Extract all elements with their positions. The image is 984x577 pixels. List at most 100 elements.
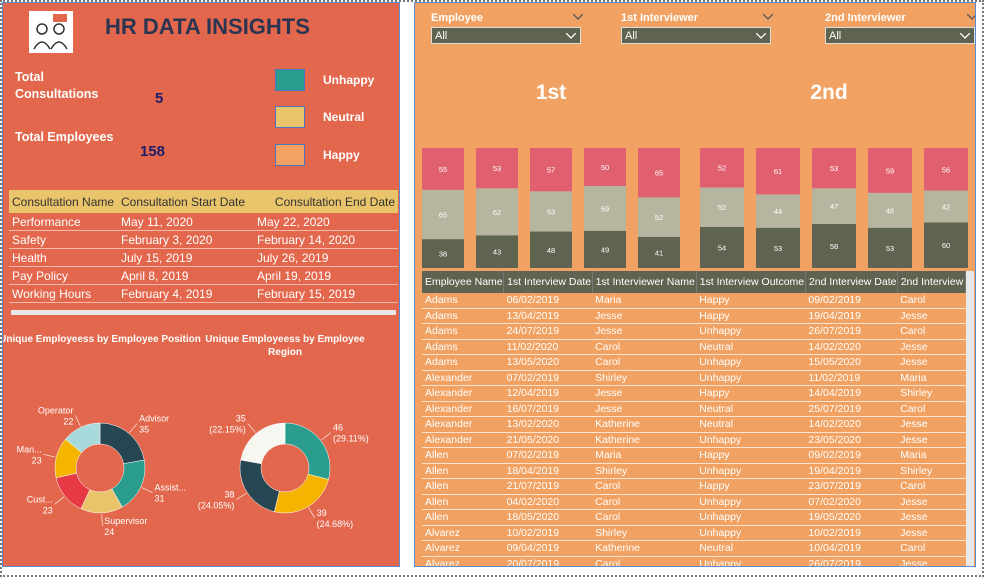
column-header[interactable]: 2nd Interview Date xyxy=(805,271,898,293)
data-label: 52 xyxy=(718,203,726,212)
table-cell: Unhappy xyxy=(696,370,806,386)
leader-line xyxy=(141,487,153,493)
filter-label: 1st Interviewer xyxy=(621,12,699,24)
slice-value: 46 xyxy=(333,423,343,433)
bar-segment xyxy=(638,148,680,198)
table-cell: Unhappy xyxy=(696,463,806,479)
table-cell: Jesse xyxy=(592,323,697,340)
bar-segment xyxy=(868,148,912,193)
employee-table-wrap: Employee Name 1st Interview Date 1st Inter… xyxy=(422,271,966,566)
column-header[interactable]: Consultation End Date xyxy=(254,190,398,213)
table-cell: Alexander xyxy=(422,385,504,402)
table-row: Working Hours February 4, 2019 February 15… xyxy=(9,284,398,303)
legend-label: Happy xyxy=(323,148,360,162)
slice-label: Assist... xyxy=(155,483,187,493)
table-row: Adams 13/04/2019 Jesse Happy 19/04/2019 Jesse xyxy=(422,308,966,324)
table-cell: 11/02/2020 xyxy=(503,339,593,355)
data-label: 43 xyxy=(493,248,501,257)
dropdown-value: All xyxy=(829,30,842,42)
bar-segment xyxy=(700,187,744,227)
data-label: 52 xyxy=(718,164,726,173)
slice-value: 38 xyxy=(224,490,234,500)
leader-line xyxy=(129,423,138,433)
scrollbar[interactable] xyxy=(966,271,974,566)
column-header[interactable]: 1st Interview Outcome xyxy=(696,271,806,293)
icon xyxy=(29,11,73,53)
table-cell: Alexander xyxy=(422,416,504,433)
table-cell: Happy xyxy=(696,447,806,464)
table-cell: Carol xyxy=(897,293,966,309)
table-cell: Jesse xyxy=(592,385,697,402)
table-cell: Adams xyxy=(422,293,504,309)
leader-line xyxy=(75,415,81,427)
table-cell: Jesse xyxy=(897,494,966,510)
slice-label: Operator xyxy=(38,405,74,415)
table-cell: Allen xyxy=(422,494,504,510)
table-row: Allen 07/02/2019 Maria Happy 09/02/2019 Maria xyxy=(422,447,966,464)
data-label: 53 xyxy=(886,244,894,253)
table-cell: Allen xyxy=(422,463,504,479)
header-row: Consultation Name Consultation Start Date… xyxy=(9,190,398,213)
dropdown[interactable]: All xyxy=(431,27,581,44)
bar-segment xyxy=(700,226,744,268)
kpi-label: Total Employees xyxy=(15,130,114,144)
column-header[interactable]: Consultation Name xyxy=(9,190,118,213)
column-header[interactable]: 1st Interviewer Name xyxy=(592,271,697,293)
data-label: 55 xyxy=(439,165,447,174)
dropdown[interactable]: All xyxy=(621,27,771,44)
data-label: 49 xyxy=(601,245,609,254)
chevron xyxy=(566,33,576,39)
table-row: Pay Policy April 8, 2019 April 19, 2019 xyxy=(9,266,398,285)
bar-segment xyxy=(700,148,744,188)
data-label: 53 xyxy=(774,244,782,253)
table-cell: 26/07/2019 xyxy=(805,323,898,340)
table-row: Performance May 11, 2020 May 22, 2020 xyxy=(9,213,398,231)
table-row: Alexander 21/05/2020 Katherine Unhappy 23/05… xyxy=(422,432,966,448)
bar-segment xyxy=(756,194,800,228)
column-header[interactable]: Consultation Start Date xyxy=(118,190,254,213)
table-cell: 10/02/2019 xyxy=(503,525,593,541)
column-header[interactable]: 1st Interview Date xyxy=(503,271,593,293)
data-label: 60 xyxy=(942,241,950,250)
table-cell: February 14, 2020 xyxy=(254,230,398,249)
column-header[interactable]: 2nd Interview xyxy=(897,271,966,293)
table-cell: 10/02/2019 xyxy=(805,525,898,541)
slice-label: Man... xyxy=(17,444,42,454)
bar-segment xyxy=(530,231,572,268)
donut-slice xyxy=(65,422,101,453)
table-cell: Maria xyxy=(592,293,697,309)
data-label: 41 xyxy=(655,248,663,257)
table-cell: 04/02/2020 xyxy=(503,494,593,510)
column-header[interactable]: Employee Name xyxy=(422,271,505,293)
chart-title: Unique Employeess by Employee Position xyxy=(3,334,201,345)
table-cell: Carol xyxy=(592,478,697,495)
table-cell: Pay Policy xyxy=(9,266,118,285)
legend-swatch xyxy=(275,106,305,128)
header-row: Employee Name 1st Interview Date 1st Inter… xyxy=(422,271,966,293)
title: HR DATA INSIGHTS xyxy=(105,14,310,39)
table-cell: Allen xyxy=(422,509,504,526)
table-cell: Adams xyxy=(422,339,504,355)
data-label: 59 xyxy=(886,166,894,175)
table-cell: 09/02/2019 xyxy=(805,293,898,309)
bar-segment xyxy=(812,223,856,268)
table-cell: Happy xyxy=(696,293,806,309)
donut-charts: Unique Employeess by Employee Position Ad… xyxy=(3,334,369,537)
table-cell: Happy xyxy=(696,385,806,402)
table-cell: 09/04/2019 xyxy=(503,540,593,557)
table-cell: 19/05/2020 xyxy=(805,509,898,526)
table-cell: 13/04/2019 xyxy=(503,308,593,324)
slice-label: Advisor xyxy=(139,413,169,423)
slice-value: 23 xyxy=(43,505,53,515)
slice-percent: (22.15%) xyxy=(209,424,246,434)
consultation-table: Consultation Name Consultation Start Date… xyxy=(9,190,398,303)
table-cell: Shirley xyxy=(897,463,966,479)
dropdown[interactable]: All xyxy=(825,27,975,44)
slice-label: Supervisor xyxy=(104,516,147,526)
table-row: Allen 18/04/2019 Shirley Unhappy 19/04/2019 S… xyxy=(422,463,966,479)
table-cell: 13/05/2020 xyxy=(503,354,593,371)
table-cell: Neutral xyxy=(696,540,806,557)
scrollbar[interactable] xyxy=(11,310,396,315)
leader-line xyxy=(54,496,65,505)
